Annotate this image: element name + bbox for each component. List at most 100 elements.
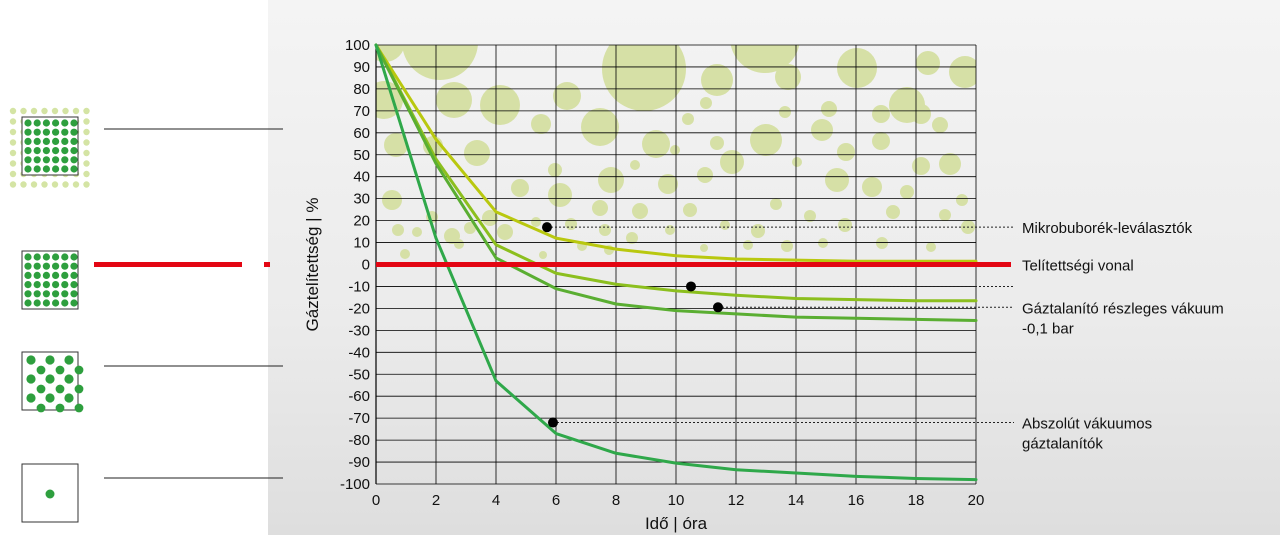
dot [33, 299, 41, 307]
dot [61, 253, 69, 261]
bubble [792, 157, 802, 167]
dot [61, 119, 69, 127]
x-tick-label: 20 [968, 492, 985, 509]
y-tick-label: 80 [353, 81, 370, 98]
dot [42, 271, 51, 279]
dot [9, 118, 17, 125]
bubble [392, 224, 404, 236]
bubble [602, 45, 686, 111]
x-tick-label: 18 [908, 492, 925, 509]
dot [42, 253, 51, 261]
dot [74, 384, 84, 394]
x-tick-label: 2 [432, 492, 440, 509]
dot [24, 262, 32, 270]
dot [70, 299, 78, 307]
dot [74, 365, 84, 375]
dot [61, 156, 69, 164]
dot [26, 355, 36, 365]
bubble [949, 56, 976, 88]
saturated-icon [21, 250, 79, 310]
dot [83, 139, 90, 146]
bubble [682, 113, 694, 125]
dot [83, 118, 90, 125]
dot [41, 181, 48, 188]
dot [30, 181, 38, 188]
dot [55, 384, 65, 394]
bubble [926, 242, 936, 252]
y-tick-label: 60 [353, 125, 370, 142]
dot [45, 489, 55, 499]
dot [52, 119, 60, 127]
y-tick-label: 90 [353, 59, 370, 76]
dot [33, 137, 41, 145]
y-tick-label: 10 [353, 235, 370, 252]
marker-point [542, 222, 552, 233]
icon-frame [21, 250, 79, 310]
bubble [750, 124, 782, 156]
bubble [700, 97, 712, 109]
dot [20, 181, 27, 188]
bubble [825, 168, 849, 192]
dot [9, 107, 17, 115]
bubble [700, 244, 708, 252]
dot [45, 393, 55, 403]
dot [9, 149, 17, 157]
dot [52, 262, 60, 270]
x-tick-label: 0 [372, 492, 380, 509]
dot [83, 181, 90, 188]
x-tick-label: 6 [552, 492, 560, 509]
dot [61, 262, 69, 270]
dot [52, 271, 60, 279]
bubble [436, 82, 472, 118]
dot [36, 384, 46, 394]
bubble [886, 205, 900, 219]
bubble [581, 108, 619, 146]
bubble [837, 48, 877, 88]
dot [70, 128, 78, 136]
bubble [630, 160, 640, 170]
dot [51, 181, 59, 188]
annotation-label: Gáztalanító részleges vákuum [1022, 300, 1224, 317]
saturation-icons [9, 107, 283, 523]
dot [52, 156, 60, 164]
annotation-group: Mikrobuborék-leválasztók Telítettségi von… [1022, 220, 1224, 452]
dot [33, 253, 41, 261]
dot [26, 393, 36, 403]
annotation-label: Mikrobuborék-leválasztók [1022, 220, 1193, 237]
dot [83, 149, 90, 157]
bubble [384, 133, 408, 157]
dot [61, 165, 69, 173]
dot [83, 170, 90, 178]
y-tick-label: -100 [340, 476, 370, 493]
dot [64, 355, 74, 365]
bubble [642, 130, 670, 158]
bubble [872, 105, 890, 123]
dot [26, 374, 36, 384]
dot [51, 107, 59, 115]
bubble [697, 167, 713, 183]
series-group [374, 43, 978, 482]
dot [24, 128, 32, 136]
y-tick-label: 40 [353, 169, 370, 186]
bubble [482, 210, 498, 226]
tick-labels: 1009080706050403020100-10-20-30-40-50-60… [340, 37, 984, 509]
dot [61, 290, 69, 298]
dot [70, 290, 78, 298]
bubble [821, 101, 837, 117]
bubble [548, 163, 562, 177]
dot [24, 147, 32, 155]
annotation-label: Abszolút vákuumos [1022, 416, 1152, 433]
dot [70, 147, 78, 155]
dot [62, 107, 69, 115]
bubble [598, 167, 624, 193]
bubble [720, 220, 730, 230]
dot [24, 137, 32, 145]
y-tick-label: -90 [348, 454, 370, 471]
dot [61, 271, 69, 279]
bubble [781, 240, 793, 252]
dot [24, 290, 32, 298]
bubble [565, 218, 577, 230]
dot [70, 156, 78, 164]
bubble [939, 209, 951, 221]
dot [24, 165, 32, 173]
